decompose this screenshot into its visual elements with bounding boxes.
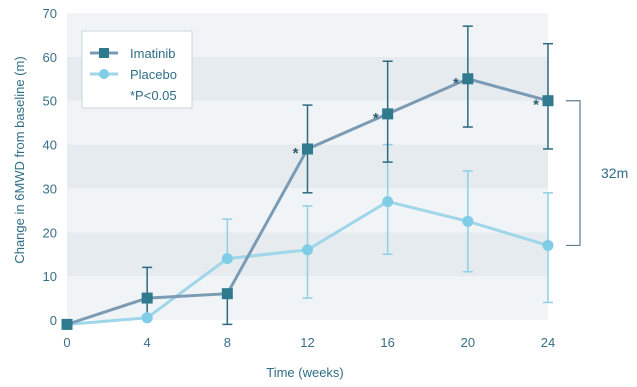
data-point-imatinib — [61, 318, 73, 330]
y-tick-label: 0 — [50, 313, 57, 328]
y-tick-label: 50 — [43, 94, 57, 109]
legend-marker-placebo — [99, 69, 109, 79]
difference-label: 32m — [601, 165, 628, 181]
x-tick-label: 0 — [63, 335, 70, 350]
y-axis: 0 10 20 30 40 50 60 70 — [43, 6, 57, 328]
significance-stars: * * * * — [293, 75, 540, 162]
y-tick-label: 70 — [43, 6, 57, 21]
data-point-imatinib — [302, 143, 313, 155]
y-tick-label: 20 — [43, 225, 57, 240]
data-point-placebo — [542, 239, 554, 251]
legend-label-imatinib: Imatinib — [130, 46, 176, 61]
significance-star: * — [453, 75, 459, 92]
data-point-imatinib — [221, 288, 233, 300]
significance-star: * — [293, 145, 299, 162]
data-point-placebo — [462, 215, 474, 227]
data-point-imatinib — [462, 73, 474, 85]
significance-star: * — [533, 97, 539, 114]
difference-bracket: 32m — [566, 100, 628, 247]
legend-box — [81, 30, 193, 109]
legend-label-placebo: Placebo — [130, 67, 177, 82]
x-tick-label: 12 — [300, 335, 314, 350]
series-markers — [61, 73, 554, 330]
data-point-imatinib — [382, 108, 394, 120]
x-axis-title: Time (weeks) — [266, 365, 344, 380]
x-tick-label: 4 — [144, 335, 151, 350]
data-point-imatinib — [542, 95, 554, 107]
data-point-placebo — [141, 312, 153, 324]
bracket-line — [566, 100, 581, 247]
x-tick-label: 24 — [541, 335, 555, 350]
data-point-imatinib — [141, 292, 153, 304]
y-tick-label: 60 — [43, 50, 57, 65]
data-point-placebo — [382, 196, 394, 208]
x-tick-label: 8 — [224, 335, 231, 350]
x-axis: 0 4 8 12 16 20 24 — [63, 335, 555, 350]
y-tick-label: 10 — [43, 269, 57, 284]
x-tick-label: 16 — [380, 335, 394, 350]
legend-significance-note: *P<0.05 — [130, 88, 177, 103]
legend-marker-imatinib — [99, 48, 109, 58]
legend: Imatinib Placebo *P<0.05 — [81, 30, 193, 109]
data-point-placebo — [221, 253, 233, 265]
data-point-placebo — [302, 244, 313, 256]
y-tick-label: 30 — [43, 181, 57, 196]
x-tick-label: 20 — [461, 335, 475, 350]
y-tick-label: 40 — [43, 138, 57, 153]
y-axis-title: Change in 6MWD from baseline (m) — [12, 56, 27, 263]
significance-star: * — [373, 110, 379, 127]
